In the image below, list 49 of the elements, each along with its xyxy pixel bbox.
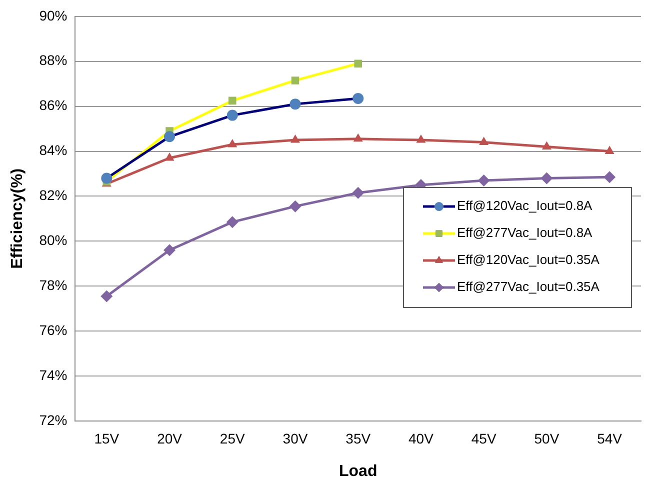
x-tick-label: 45V	[471, 430, 497, 446]
legend-label: Eff@120Vac_Iout=0.8A	[457, 198, 593, 214]
point	[291, 76, 300, 84]
y-tick-label: 90%	[39, 7, 68, 24]
point	[604, 171, 616, 184]
y-tick-label: 76%	[39, 322, 68, 338]
x-tick-label: 20V	[157, 430, 183, 446]
legend-label: Eff@120Vac_Iout=0.35A	[457, 252, 600, 268]
point	[540, 172, 553, 184]
x-tick-label: 15V	[94, 430, 120, 446]
y-tick-label: 84%	[39, 142, 68, 158]
legend-label: Eff@277Vac_Iout=0.8A	[457, 225, 593, 240]
point	[354, 60, 362, 68]
y-tick-label: 78%	[39, 276, 68, 293]
x-tick-label: 54V	[597, 430, 623, 446]
point	[164, 131, 176, 142]
y-tick-label: 72%	[39, 412, 68, 428]
point	[290, 134, 300, 143]
x-tick-label: 35V	[346, 430, 372, 446]
x-axis-title: Load	[339, 462, 378, 480]
y-tick-label: 88%	[39, 52, 68, 68]
point	[101, 172, 112, 184]
point	[226, 216, 238, 228]
point	[228, 96, 236, 105]
point	[289, 200, 302, 212]
point	[478, 174, 490, 186]
point	[290, 98, 301, 110]
y-tick-label: 80%	[39, 232, 68, 248]
point	[164, 244, 176, 256]
point	[228, 139, 238, 148]
point	[353, 133, 363, 142]
y-tick-label: 74%	[39, 366, 68, 383]
point	[164, 152, 174, 161]
point	[604, 146, 614, 154]
x-tick-label: 25V	[220, 430, 246, 446]
y-axis-title: Efficiency(%)	[9, 168, 26, 269]
y-tick-label: 82%	[39, 187, 68, 204]
point	[542, 141, 552, 150]
point	[352, 186, 364, 199]
point	[479, 136, 489, 146]
x-tick-label: 40V	[408, 430, 434, 446]
point	[226, 110, 238, 121]
x-tick-label: 30V	[282, 430, 308, 446]
point	[416, 134, 426, 143]
point	[100, 290, 113, 302]
x-tick-label: 50V	[534, 430, 560, 446]
point	[352, 92, 364, 104]
legend-label: Eff@277Vac_Iout=0.35A	[457, 279, 600, 294]
y-tick-label: 86%	[39, 97, 68, 114]
